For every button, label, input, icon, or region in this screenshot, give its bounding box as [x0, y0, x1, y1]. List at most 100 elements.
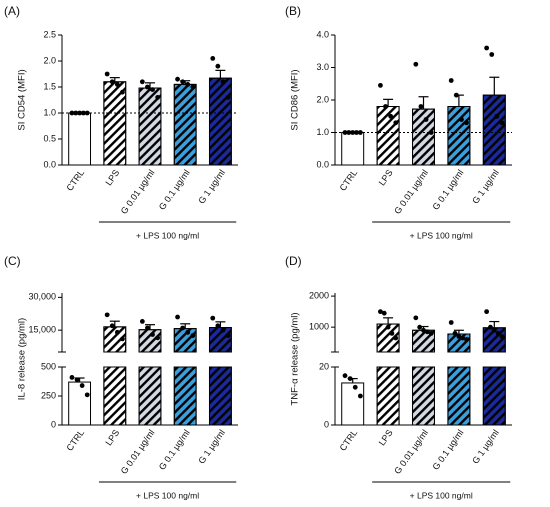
y-tick-label: 2000: [309, 290, 329, 300]
bar-hatch: [208, 77, 232, 166]
y-tick-label: 1.0: [316, 127, 329, 137]
data-point: [145, 84, 150, 90]
data-point: [383, 104, 388, 109]
x-tick-label: LPS: [103, 168, 121, 188]
x-tick-label: G 0.1 µg/ml: [431, 428, 466, 472]
data-point: [220, 79, 226, 85]
bar-hatch: [447, 366, 471, 426]
data-point: [495, 330, 501, 336]
panel-label: (A): [4, 4, 20, 18]
data-point: [413, 315, 419, 321]
x-tick-label: LPS: [103, 428, 121, 448]
bar-hatch: [482, 366, 506, 426]
data-point: [180, 325, 186, 331]
bar-hatch: [138, 329, 162, 353]
data-point: [499, 120, 505, 126]
y-tick-label: 1.0: [43, 107, 56, 117]
bracket-label: + LPS 100 ng/ml: [136, 490, 199, 500]
y-tick-label: 20: [319, 361, 329, 371]
data-point: [185, 82, 191, 87]
bar: [68, 381, 92, 426]
bar-hatch: [173, 328, 197, 353]
bar-hatch: [376, 106, 400, 166]
data-point: [185, 329, 191, 335]
bar-hatch: [208, 327, 232, 353]
data-point: [180, 79, 186, 85]
y-tick-label: 2.0: [316, 94, 329, 104]
data-point: [494, 113, 500, 119]
data-point: [352, 384, 358, 390]
data-point: [421, 327, 426, 333]
y-tick-label: 30,000: [28, 292, 56, 302]
y-axis-label: SI CD54 (MFI): [17, 69, 28, 130]
data-point: [139, 319, 145, 324]
data-point: [225, 333, 231, 339]
panel-label: (C): [4, 254, 21, 268]
x-tick-label: LPS: [377, 428, 395, 448]
bar-hatch: [376, 366, 400, 426]
data-point: [489, 52, 495, 57]
y-tick-label: 3.0: [316, 62, 329, 72]
data-point: [388, 113, 394, 119]
bracket-label: + LPS 100 ng/ml: [410, 490, 473, 500]
x-tick-label: CTRL: [338, 428, 360, 453]
data-point: [347, 376, 353, 381]
data-point: [114, 82, 120, 87]
data-point: [69, 375, 75, 380]
data-point: [139, 79, 145, 85]
data-point: [215, 63, 221, 69]
x-tick-label: CTRL: [65, 428, 87, 453]
data-point: [452, 330, 458, 336]
data-point: [190, 84, 196, 90]
data-point: [413, 61, 419, 67]
data-point: [74, 377, 80, 383]
data-point: [385, 324, 391, 330]
x-tick-label: CTRL: [65, 168, 87, 193]
data-point: [378, 82, 383, 88]
data-point: [357, 393, 363, 399]
y-tick-label: 15,000: [28, 325, 56, 335]
data-point: [448, 320, 454, 325]
y-tick-label: 4.0: [316, 29, 329, 39]
y-tick-label: 250: [41, 390, 56, 400]
x-tick-label: G 1 µg/ml: [196, 428, 227, 466]
bar-hatch: [173, 83, 197, 166]
bar: [341, 132, 365, 166]
data-point: [464, 120, 469, 126]
x-tick-label: G 0.01 µg/ml: [392, 168, 430, 216]
data-point: [220, 327, 226, 333]
data-point: [381, 310, 387, 316]
data-point: [418, 104, 424, 109]
bar: [68, 112, 92, 166]
panel-label: (B): [285, 4, 301, 18]
data-point: [484, 309, 490, 315]
x-tick-label: G 1 µg/ml: [196, 168, 227, 206]
bar-hatch: [482, 94, 506, 166]
data-point: [393, 335, 399, 341]
data-point: [491, 327, 497, 333]
bar-hatch: [412, 108, 435, 166]
data-point: [210, 56, 216, 61]
y-tick-label: 0.0: [316, 159, 329, 169]
data-point: [428, 330, 434, 336]
data-point: [342, 373, 348, 379]
x-tick-label: G 0.1 µg/ml: [157, 168, 192, 212]
y-tick-label: 0.5: [43, 133, 56, 143]
y-tick-label: 2.0: [43, 55, 56, 65]
x-tick-label: CTRL: [338, 168, 360, 193]
data-point: [460, 335, 466, 341]
y-tick-label: 1.5: [43, 81, 56, 91]
data-point: [155, 335, 161, 341]
data-point: [120, 336, 125, 342]
data-point: [150, 332, 155, 337]
x-tick-label: G 0.01 µg/ml: [392, 428, 430, 476]
y-tick-label: 2.5: [43, 29, 56, 39]
bar-hatch: [208, 366, 232, 426]
x-tick-label: G 1 µg/ml: [470, 428, 501, 466]
x-tick-label: G 0.01 µg/ml: [119, 428, 157, 476]
data-point: [145, 325, 150, 331]
data-point: [225, 95, 231, 100]
x-tick-label: G 0.1 µg/ml: [157, 428, 192, 472]
data-point: [104, 312, 110, 318]
